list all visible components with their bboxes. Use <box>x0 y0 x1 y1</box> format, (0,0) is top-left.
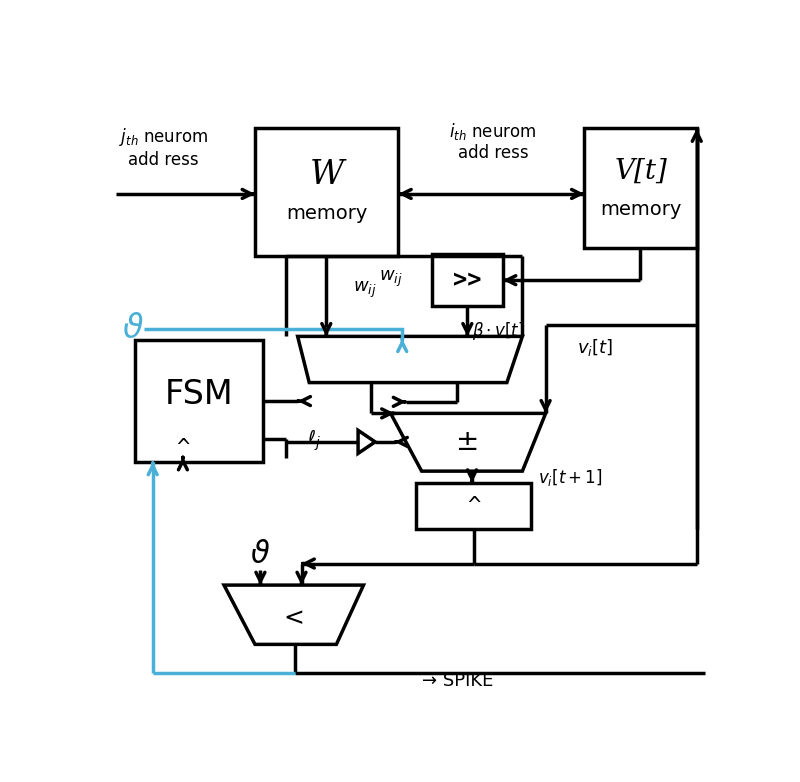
Text: $j_{th}$ neurom
add ress: $j_{th}$ neurom add ress <box>119 127 208 169</box>
FancyBboxPatch shape <box>584 128 697 248</box>
Text: $v_i[t]$: $v_i[t]$ <box>577 338 613 358</box>
FancyBboxPatch shape <box>432 254 503 307</box>
FancyBboxPatch shape <box>416 482 531 529</box>
Text: $\vartheta$: $\vartheta$ <box>122 312 144 345</box>
Text: FSM: FSM <box>165 378 233 411</box>
Text: ^: ^ <box>177 438 190 458</box>
Text: V[t]: V[t] <box>614 157 667 185</box>
Text: W: W <box>310 159 344 191</box>
Text: $\vartheta$: $\vartheta$ <box>250 540 270 569</box>
Text: $w_{ij}$: $w_{ij}$ <box>354 280 377 300</box>
Text: $i_{th}$ neurom
add ress: $i_{th}$ neurom add ress <box>449 120 537 163</box>
Text: ^: ^ <box>467 496 480 516</box>
FancyBboxPatch shape <box>255 128 398 256</box>
FancyBboxPatch shape <box>135 340 262 462</box>
Text: $w_{ij}$: $w_{ij}$ <box>379 268 402 289</box>
Text: $\beta \cdot v[t]$: $\beta \cdot v[t]$ <box>472 320 524 342</box>
Text: $\ell_j$: $\ell_j$ <box>306 428 321 453</box>
Polygon shape <box>224 585 363 644</box>
Polygon shape <box>298 336 522 382</box>
Text: $v_i[t+1]$: $v_i[t+1]$ <box>538 467 602 488</box>
Polygon shape <box>390 414 546 471</box>
Text: >>: >> <box>453 268 482 292</box>
Text: ±: ± <box>457 429 480 456</box>
Text: memory: memory <box>286 203 367 223</box>
Text: → SPIKE: → SPIKE <box>422 672 493 690</box>
Text: <: < <box>283 607 304 630</box>
Text: memory: memory <box>600 200 682 219</box>
Polygon shape <box>358 430 375 454</box>
